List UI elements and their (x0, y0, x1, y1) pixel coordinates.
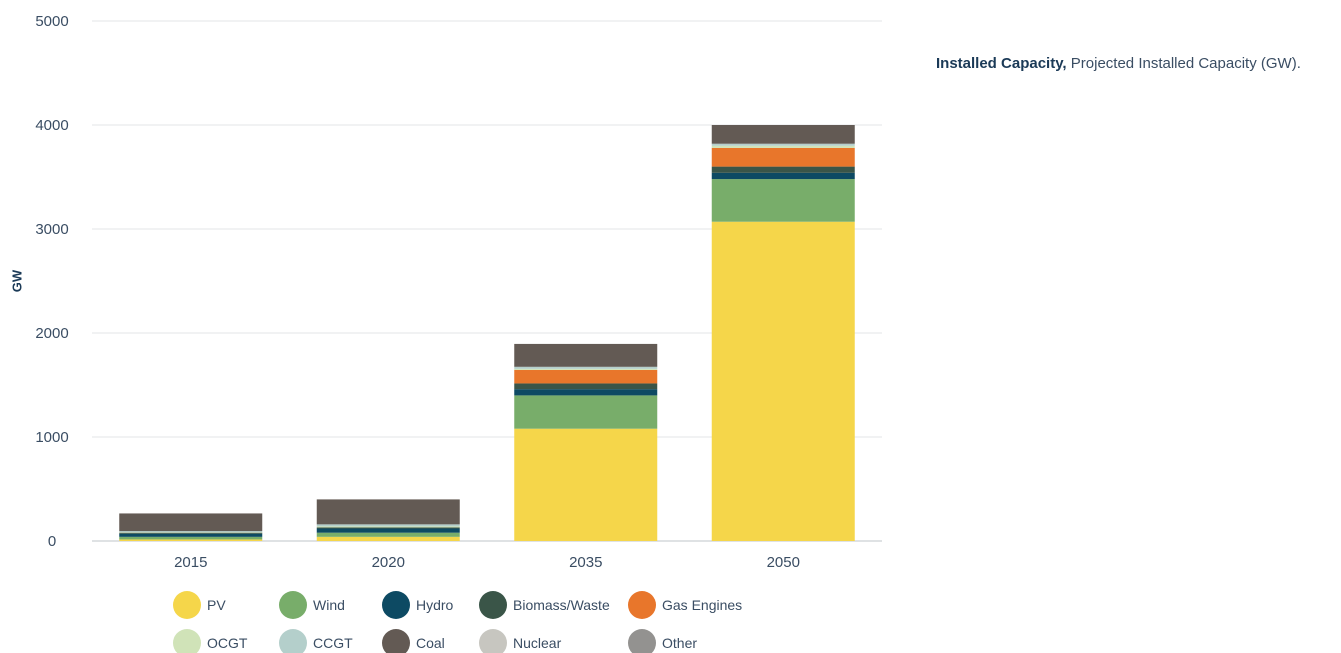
legend-swatch (382, 591, 410, 619)
bar-segment (514, 368, 658, 370)
legend-label: Other (662, 635, 697, 651)
legend-swatch (628, 629, 656, 653)
bar-segment (711, 166, 855, 173)
bar-segment (316, 526, 460, 528)
installed-capacity-chart: 0 1000 2000 3000 4000 5000 GW 2015 2020 2035 205… (9, 13, 882, 653)
bar-segment (316, 528, 460, 533)
y-tick-label: 5000 (35, 13, 68, 30)
bar-segment (316, 536, 460, 541)
legend-swatch (173, 591, 201, 619)
legend-item: OCGT (173, 629, 248, 653)
bar-segment (514, 369, 658, 384)
bar-segment (711, 179, 855, 222)
legend-label: Coal (416, 635, 445, 651)
legend-swatch (628, 591, 656, 619)
bar-segment (711, 221, 855, 541)
legend-label: PV (207, 597, 226, 613)
legend-item: Biomass/Waste (479, 591, 610, 619)
bar-segment (119, 532, 263, 533)
y-tick-label: 1000 (35, 429, 68, 446)
bar-segment (514, 428, 658, 541)
legend-swatch (479, 591, 507, 619)
bar-segment (711, 143, 855, 146)
bar-segment (711, 172, 855, 180)
bar-segment (316, 524, 460, 527)
bar-segment (316, 532, 460, 537)
legend-label: Biomass/Waste (513, 597, 610, 613)
legend-item: Coal (382, 629, 445, 653)
legend-swatch (279, 629, 307, 653)
legend-item: Nuclear (479, 629, 562, 653)
bar-segment (514, 343, 658, 367)
legend-swatch (382, 629, 410, 653)
bar-segment (711, 147, 855, 167)
chart-caption: Installed Capacity, Projected Installed … (936, 52, 1336, 75)
legend-label: CCGT (313, 635, 353, 651)
bar-segment (711, 145, 855, 148)
bar-segment (514, 389, 658, 396)
legend-swatch (173, 629, 201, 653)
legend-label: Gas Engines (662, 597, 742, 613)
legend-swatch (479, 629, 507, 653)
y-tick-label: 2000 (35, 325, 68, 342)
bar-segment (316, 527, 460, 529)
y-axis-ticks: 0 1000 2000 3000 4000 5000 (35, 13, 68, 550)
bar-segment (316, 499, 460, 525)
bar-segment (119, 513, 263, 532)
bar-segment (711, 125, 855, 144)
legend-item: Wind (279, 591, 345, 619)
bar-segment (514, 366, 658, 369)
bar-segment (119, 533, 263, 537)
legend-label: Nuclear (513, 635, 562, 651)
y-axis-label: GW (9, 269, 24, 292)
x-tick-label: 2020 (372, 554, 405, 571)
bars (119, 125, 855, 541)
x-axis-ticks: 2015 2020 2035 2050 (174, 554, 800, 571)
y-tick-label: 0 (48, 533, 56, 550)
x-tick-label: 2050 (767, 554, 800, 571)
x-tick-label: 2035 (569, 554, 602, 571)
legend-item: CCGT (279, 629, 353, 653)
bar-segment (119, 532, 263, 534)
legend-item: Gas Engines (628, 591, 742, 619)
legend: PV Wind Hydro Biomass/Waste Gas Engines OCGT C… (173, 591, 742, 653)
bar-segment (119, 539, 263, 541)
bar-segment (514, 395, 658, 429)
legend-item: PV (173, 591, 226, 619)
legend-label: OCGT (207, 635, 248, 651)
y-tick-label: 4000 (35, 117, 68, 134)
caption-text: Projected Installed Capacity (GW). (1070, 55, 1301, 72)
caption-title: Installed Capacity, (936, 55, 1067, 72)
bar-segment (119, 531, 263, 533)
legend-item: Other (628, 629, 697, 653)
bar-segment (119, 536, 263, 540)
legend-label: Wind (313, 597, 345, 613)
x-tick-label: 2015 (174, 554, 207, 571)
y-tick-label: 3000 (35, 221, 68, 238)
bar-segment (514, 383, 658, 390)
legend-swatch (279, 591, 307, 619)
legend-item: Hydro (382, 591, 454, 619)
legend-label: Hydro (416, 597, 454, 613)
